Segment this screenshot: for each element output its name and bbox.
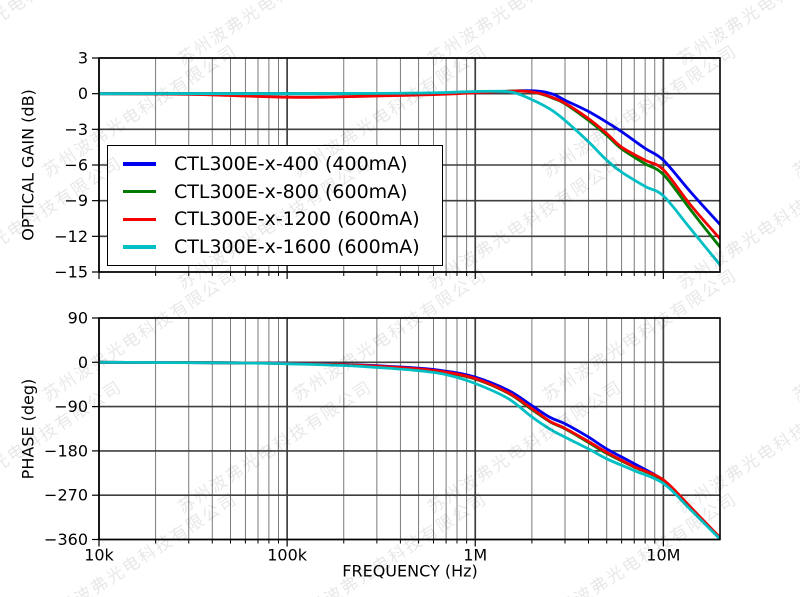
y-tick-label: −180 xyxy=(44,441,88,460)
legend-line-sample xyxy=(123,162,156,166)
phase-frame xyxy=(98,317,721,541)
legend-line-sample xyxy=(123,217,156,222)
x-tick-label: 1M xyxy=(463,546,487,565)
legend-entry-2: CTL300E-x-1200 (600mA) xyxy=(108,206,442,232)
series-line-3 xyxy=(99,360,720,541)
y-tick-label: −360 xyxy=(44,530,88,549)
x-tick-label: 100k xyxy=(267,546,308,565)
y-tick-label: −3 xyxy=(64,120,88,139)
y-tick-label: −15 xyxy=(54,263,88,282)
legend-line-sample xyxy=(123,245,156,249)
y-tick-label: 0 xyxy=(78,84,88,103)
legend-entry-0: CTL300E-x-400 (400mA) xyxy=(108,151,442,177)
y-tick-label: −12 xyxy=(54,227,88,246)
legend-line-sample xyxy=(123,189,156,194)
y-tick-label: 90 xyxy=(68,309,88,328)
y-tick-label: 3 xyxy=(78,49,88,68)
legend: CTL300E-x-400 (400mA) CTL300E-x-800 (600m… xyxy=(107,145,443,266)
phase-curves xyxy=(99,360,720,541)
legend-label: CTL300E-x-800 (600mA) xyxy=(174,180,408,203)
series-line-3 xyxy=(99,89,720,267)
phase-grid xyxy=(92,317,720,547)
gain-curves xyxy=(99,89,720,267)
phase-y-axis-title: PHASE (deg) xyxy=(18,378,38,480)
y-tick-label: −90 xyxy=(54,397,88,416)
legend-label: CTL300E-x-400 (400mA) xyxy=(174,152,408,175)
y-tick-label: −6 xyxy=(64,156,88,175)
x-tick-label: 10M xyxy=(646,546,680,565)
x-axis-title: FREQUENCY (Hz) xyxy=(342,561,478,581)
y-tick-label: −9 xyxy=(64,191,88,210)
legend-entry-3: CTL300E-x-1600 (600mA) xyxy=(108,234,442,260)
legend-label: CTL300E-x-1600 (600mA) xyxy=(174,236,420,259)
legend-entry-1: CTL300E-x-800 (600mA) xyxy=(108,179,442,205)
gain-frame xyxy=(98,57,721,273)
legend-label: CTL300E-x-1200 (600mA) xyxy=(174,208,420,231)
y-tick-label: −270 xyxy=(44,486,88,505)
x-tick-label: 10k xyxy=(84,546,114,565)
series-line-2 xyxy=(99,360,720,539)
gain-y-axis-title: OPTICAL GAIN (dB) xyxy=(18,89,38,241)
y-tick-label: 0 xyxy=(78,353,88,372)
